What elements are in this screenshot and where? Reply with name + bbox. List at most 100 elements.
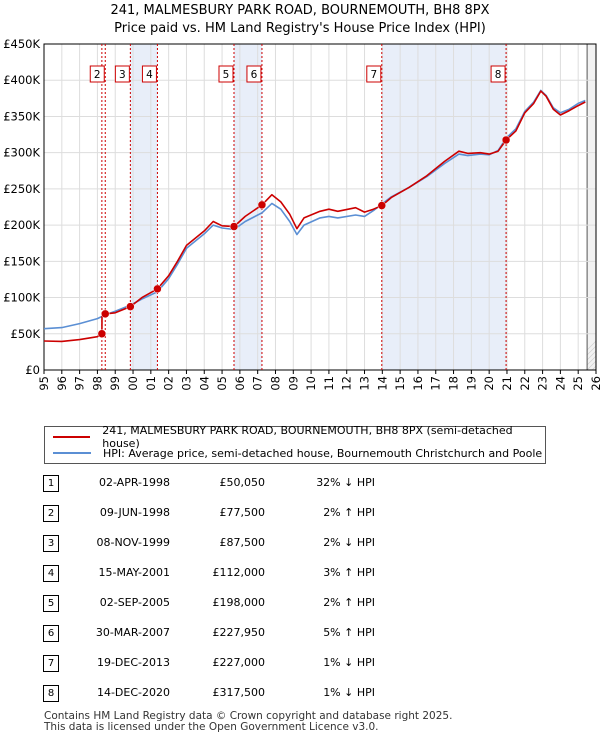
transaction-marker-box-4 (141, 65, 157, 83)
row-hpi-diff: 32% ↓ HPI (316, 476, 375, 489)
x-tick-label: 2009 (286, 376, 300, 390)
x-tick-label: 2017 (429, 376, 443, 390)
row-price: £112,000 (212, 566, 266, 579)
x-tick-label: 1998 (90, 376, 104, 390)
y-tick-label: £50K (11, 327, 41, 341)
shaded-range-3 (381, 44, 507, 370)
transaction-point-8 (501, 135, 511, 145)
x-tick-label: 2021 (500, 376, 514, 390)
row-hpi-diff: 3% ↑ HPI (323, 566, 375, 579)
legend-item-property: 241, MALMESBURY PARK ROAD, BOURNEMOUTH, … (53, 424, 545, 450)
row-number: 5 (43, 595, 59, 612)
transaction-point-4 (153, 284, 162, 294)
x-tick-label: 2008 (268, 376, 282, 390)
property-series-line (43, 90, 586, 343)
y-tick-label: £100K (3, 291, 40, 305)
row-date: 15-MAY-2001 (98, 566, 170, 579)
x-tick-label: 2024 (553, 376, 567, 390)
row-price: £227,950 (212, 626, 266, 639)
transaction-marker-label-2: 2 (94, 69, 101, 81)
row-date: 30-MAR-2007 (95, 626, 170, 639)
x-tick-label: 2005 (215, 376, 229, 390)
transaction-point-6 (257, 200, 267, 210)
row-number: 7 (43, 655, 59, 672)
transaction-marker-label-4: 4 (146, 69, 153, 81)
y-tick-label: £200K (3, 218, 40, 232)
table-row: 7 19-DEC-2013 £227,000 1% ↓ HPI (0, 654, 600, 672)
row-date: 08-NOV-1999 (96, 536, 170, 549)
row-date: 14-DEC-2020 (96, 686, 170, 699)
row-number: 3 (43, 535, 59, 552)
row-price: £50,050 (219, 476, 266, 489)
row-number: 6 (43, 625, 59, 642)
transaction-marker-box-7 (366, 65, 382, 83)
row-hpi-diff: 1% ↓ HPI (323, 686, 375, 699)
x-tick-label: 1995 (37, 376, 51, 390)
x-tick-label: 2010 (304, 376, 318, 390)
x-tick-label: 2026 (589, 376, 600, 390)
chart-title: 241, MALMESBURY PARK ROAD, BOURNEMOUTH, … (110, 3, 490, 18)
chart-subtitle: Price paid vs. HM Land Registry's House … (114, 21, 486, 36)
transaction-marker-label-3: 3 (119, 69, 126, 81)
transaction-marker-label-8: 8 (495, 69, 502, 81)
price-chart: £0 £50K £100K £150K £200K £250K £300K £350K £400… (3, 37, 600, 390)
transaction-point-3 (126, 302, 135, 311)
y-tick-label: £150K (3, 254, 40, 268)
legend-label-hpi: HPI: Average price, semi-detached house,… (103, 446, 543, 460)
transaction-point-5 (229, 222, 239, 231)
table-row: 6 30-MAR-2007 £227,950 5% ↑ HPI (0, 624, 600, 642)
transaction-marker-box-3 (114, 65, 130, 83)
row-hpi-diff: 5% ↑ HPI (323, 626, 375, 639)
row-date: 02-SEP-2005 (99, 596, 170, 609)
x-tick-label: 1997 (73, 376, 87, 390)
x-tick-label: 2001 (144, 376, 158, 390)
footer-copyright: Contains HM Land Registry data © Crown c… (44, 710, 453, 722)
future-region (587, 44, 596, 370)
y-tick-label: £450K (3, 37, 40, 51)
y-tick-label: £250K (3, 182, 40, 196)
table-row: 1 02-APR-1998 £50,050 32% ↓ HPI (0, 474, 600, 492)
y-tick-label: £350K (3, 109, 40, 123)
row-number: 2 (43, 505, 59, 522)
row-number: 1 (43, 475, 59, 492)
x-tick-label: 2019 (464, 376, 478, 390)
footer-licence: This data is licensed under the Open Gov… (44, 721, 379, 733)
shaded-range-1 (130, 44, 158, 370)
y-tick-label: £300K (3, 146, 40, 160)
row-hpi-diff: 2% ↑ HPI (323, 596, 375, 609)
row-date: 09-JUN-1998 (99, 506, 170, 519)
row-hpi-diff: 2% ↓ HPI (323, 536, 375, 549)
transaction-point-2 (101, 309, 110, 319)
transaction-marker-label-7: 7 (370, 69, 377, 81)
row-number: 4 (43, 565, 59, 582)
x-tick-label: 2014 (375, 376, 389, 390)
transaction-marker-box-6 (246, 65, 262, 83)
y-tick-label: £400K (3, 73, 40, 87)
transaction-marker-box-5 (218, 65, 234, 83)
transaction-marker-box-8 (490, 65, 506, 83)
x-tick-label: 2011 (322, 376, 336, 390)
row-date: 19-DEC-2013 (96, 656, 170, 669)
table-row: 3 08-NOV-1999 £87,500 2% ↓ HPI (0, 534, 600, 552)
plot-area (44, 44, 596, 370)
table-row: 5 02-SEP-2005 £198,000 2% ↑ HPI (0, 594, 600, 612)
row-price: £227,000 (212, 656, 266, 669)
y-tick-label: £0 (25, 363, 40, 377)
legend-label-property: 241, MALMESBURY PARK ROAD, BOURNEMOUTH, … (102, 424, 513, 450)
row-price: £198,000 (212, 596, 266, 609)
x-tick-label: 2022 (518, 376, 532, 390)
row-number: 8 (43, 685, 59, 702)
row-date: 02-APR-1998 (98, 476, 170, 489)
x-tick-label: 2007 (251, 376, 265, 390)
x-tick-label: 2018 (447, 376, 461, 390)
x-tick-label: 2016 (411, 376, 425, 390)
row-hpi-diff: 2% ↑ HPI (323, 506, 375, 519)
x-tick-label: 2002 (162, 376, 176, 390)
transaction-point-7 (377, 201, 387, 210)
x-tick-label: 1996 (55, 376, 69, 390)
row-price: £77,500 (219, 506, 266, 519)
table-row: 8 14-DEC-2020 £317,500 1% ↓ HPI (0, 684, 600, 702)
transaction-marker-box-2 (89, 65, 105, 83)
transaction-marker-label-5: 5 (223, 69, 230, 81)
legend-item-hpi: HPI: Average price, semi-detached house,… (53, 445, 542, 461)
